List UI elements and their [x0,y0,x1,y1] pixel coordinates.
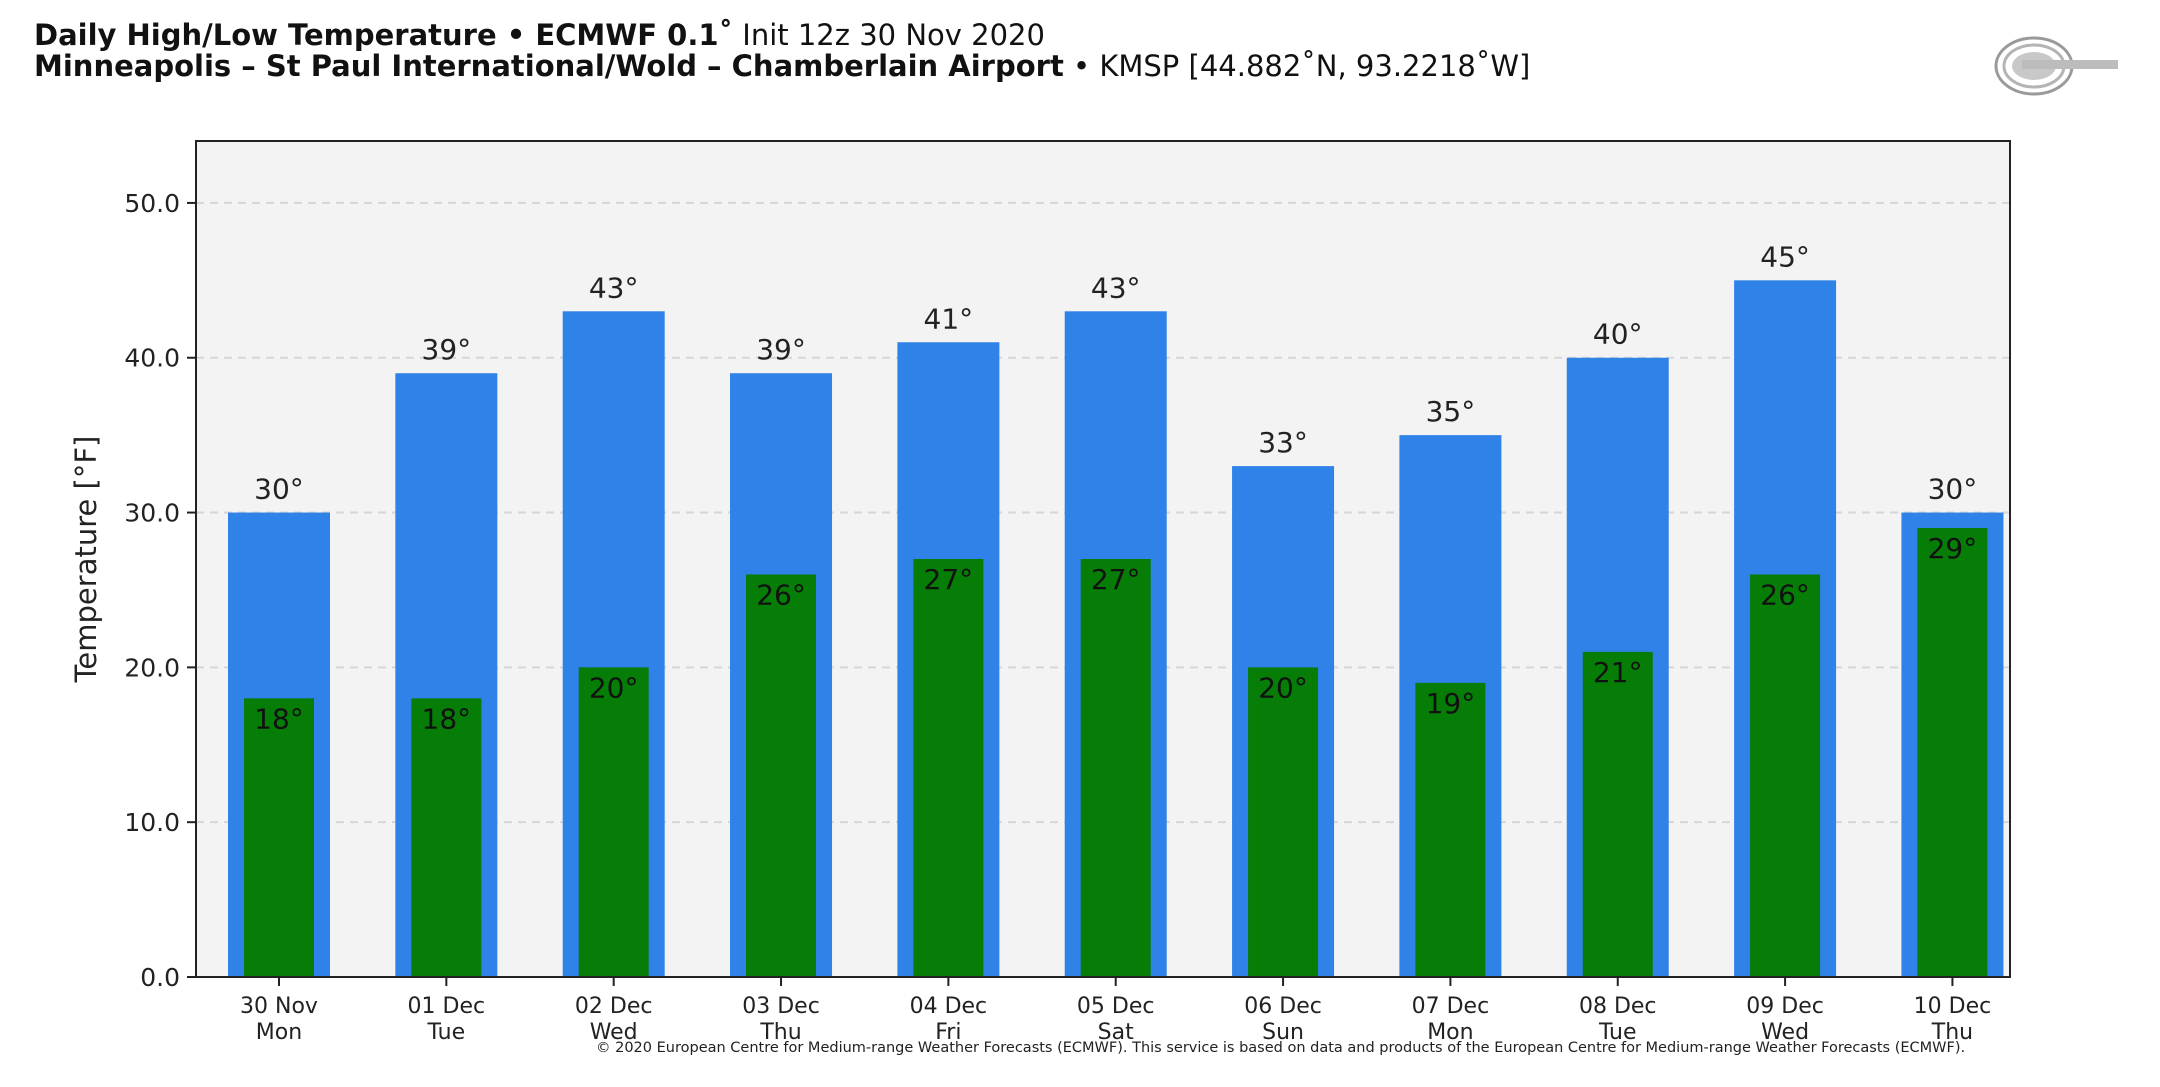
y-tick-label: 0.0 [140,963,180,992]
high-value-label: 45° [1760,240,1810,273]
x-tick-label-day: Sun [1262,1020,1304,1045]
x-tick-label-date: 04 Dec [910,994,988,1019]
x-tick-label-day: Thu [759,1020,801,1045]
y-tick-label: 40.0 [124,344,180,373]
low-bar [746,574,817,977]
low-bar [913,559,984,977]
x-tick-label-day: Thu [1931,1020,1973,1045]
low-value-label: 21° [1593,656,1643,689]
x-tick-label-date: 01 Dec [408,994,486,1019]
x-tick-label-day: Wed [590,1020,638,1045]
low-bar [1080,559,1151,977]
x-tick-label-date: 03 Dec [742,994,820,1019]
x-tick-label-date: 10 Dec [1914,994,1992,1019]
chart-init-time: Init 12z 30 Nov 2020 [733,18,1045,52]
chart-title: Daily High/Low Temperature • ECMWF 0.1˚ [34,18,734,52]
high-value-label: 30° [254,473,304,506]
y-tick-label: 10.0 [124,808,180,837]
x-tick-label-day: Wed [1761,1020,1809,1045]
y-axis-label: Temperature [°F] [69,436,103,684]
low-bar [1415,682,1486,977]
low-value-label: 19° [1426,687,1476,720]
weatherbell-logo-icon [1992,30,2122,102]
x-tick-label-day: Mon [1427,1020,1473,1045]
high-value-label: 41° [924,302,974,335]
high-value-label: 39° [422,333,472,366]
low-bar [1248,667,1319,977]
x-tick-label-date: 08 Dec [1579,994,1657,1019]
x-tick-label-day: Mon [256,1020,302,1045]
low-value-label: 18° [254,702,304,735]
data-labels: 30° 18° 39° 18° 43° 20° 39° 26° 41° 27° 43° 27° 33° 2… [254,240,1977,735]
low-value-label: 26° [1760,578,1810,611]
x-tick-label-date: 07 Dec [1412,994,1490,1019]
bars [228,280,2004,978]
low-bar [578,667,649,977]
title-line: Daily High/Low Temperature • ECMWF 0.1˚ … [34,20,1934,51]
x-tick-label-day: Fri [935,1020,961,1045]
low-bar [244,698,314,977]
x-tick-label-date: 09 Dec [1746,994,1824,1019]
low-value-label: 20° [1258,671,1308,704]
high-value-label: 43° [1091,271,1141,304]
low-value-label: 26° [756,578,806,611]
x-tick-label-date: 02 Dec [575,994,653,1019]
station-info: • KMSP [44.882˚N, 93.2218˚W] [1063,49,1531,83]
station-name: Minneapolis – St Paul International/Wold… [34,49,1064,83]
y-tick-label: 30.0 [124,499,180,528]
x-tick-label-day: Sat [1098,1020,1134,1045]
location-line: Minneapolis – St Paul International/Wold… [34,51,1934,82]
high-value-label: 43° [589,271,639,304]
high-value-label: 30° [1928,473,1978,506]
high-value-label: 39° [756,333,806,366]
low-value-label: 20° [589,671,639,704]
x-tick-label-date: 30 Nov [240,994,318,1019]
plot-frame [195,140,2011,978]
low-bar [411,698,482,977]
chart-header: Daily High/Low Temperature • ECMWF 0.1˚ … [34,20,1934,82]
y-axis: 0.0 10.0 20.0 30.0 40.0 50.0 [124,189,196,992]
low-bar [1750,574,1821,977]
low-value-label: 29° [1928,532,1978,565]
low-value-label: 27° [924,563,974,596]
low-bar [1582,651,1653,977]
low-bar [1917,528,1988,977]
low-value-label: 27° [1091,563,1141,596]
high-value-label: 40° [1593,318,1643,351]
copyright-notice: © 2020 European Centre for Medium-range … [596,1040,1966,1056]
low-value-label: 18° [422,702,472,735]
y-tick-label: 50.0 [124,189,180,218]
x-tick-label-date: 05 Dec [1077,994,1155,1019]
x-tick-label-day: Tue [427,1020,466,1045]
x-tick-label-date: 06 Dec [1244,994,1322,1019]
high-value-label: 33° [1258,426,1308,459]
high-value-label: 35° [1426,395,1476,428]
y-tick-label: 20.0 [124,653,180,682]
x-tick-label-day: Tue [1598,1020,1637,1045]
